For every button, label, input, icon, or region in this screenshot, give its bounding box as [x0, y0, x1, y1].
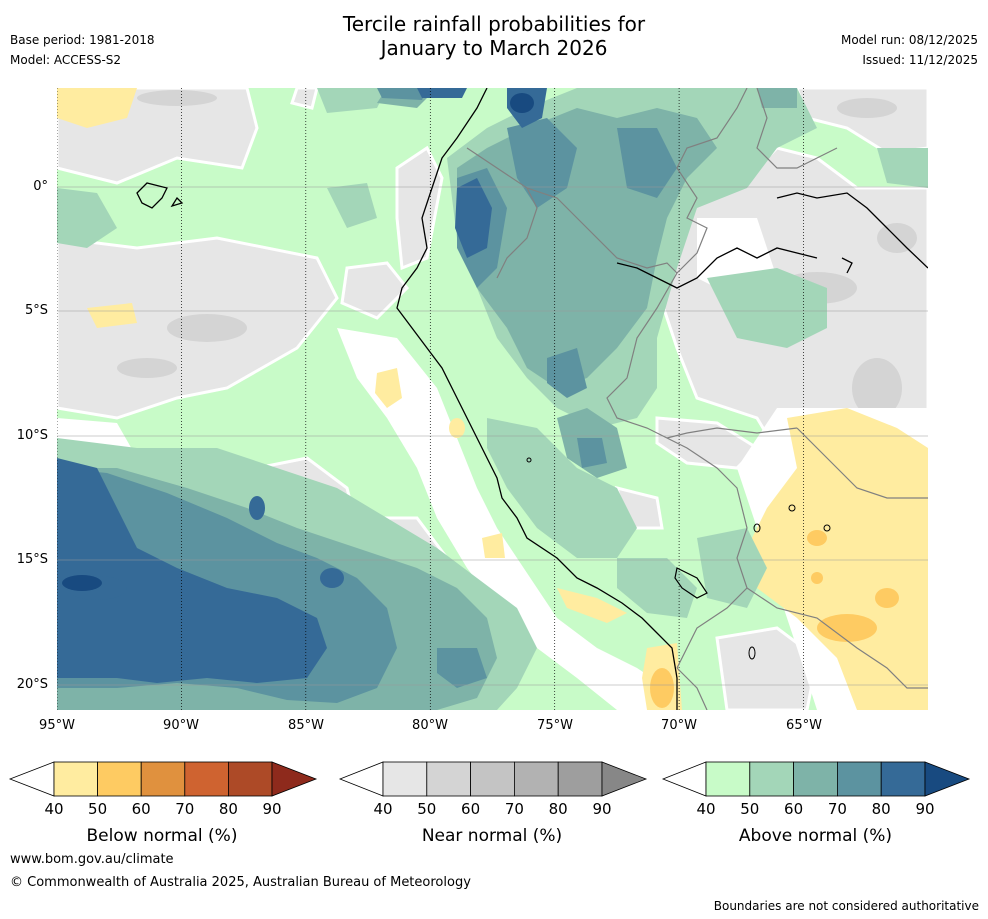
website-link[interactable]: www.bom.gov.au/climate	[10, 852, 174, 867]
below-normal-label: Below normal (%)	[86, 826, 238, 846]
colorbar-near	[338, 761, 648, 797]
above-normal-regions	[57, 88, 928, 710]
near-swatch-3	[514, 761, 559, 797]
below-tick-80: 80	[218, 800, 238, 818]
near-tick-50: 50	[417, 800, 437, 818]
map-title: Tercile rainfall probabilities for Janua…	[0, 12, 988, 60]
near-tick-60: 60	[461, 800, 481, 818]
colorbar-above	[661, 761, 971, 797]
above-upper-extend	[924, 761, 971, 797]
above-normal-label: Above normal (%)	[738, 826, 893, 846]
near-tick-40: 40	[373, 800, 393, 818]
below-upper-extend	[271, 761, 318, 797]
below-tick-50: 50	[88, 800, 108, 818]
near-swatch-1	[426, 761, 471, 797]
above-tick-70: 70	[827, 800, 847, 818]
lat-label-10s: 10°S	[16, 428, 48, 443]
near-swatch-0	[382, 761, 428, 797]
near-swatch-4	[557, 761, 603, 797]
above-tick-40: 40	[696, 800, 716, 818]
above-tick-50: 50	[740, 800, 760, 818]
near-tick-90: 90	[592, 800, 612, 818]
latitude-gridlines	[57, 186, 928, 686]
title-line-2: January to March 2026	[380, 36, 608, 60]
below-normal-regions	[57, 88, 928, 710]
base-period: Base period: 1981-2018	[10, 33, 155, 47]
above-swatch-1	[749, 761, 794, 797]
lon-label-80w: 80°W	[412, 718, 448, 733]
below-tick-70: 70	[175, 800, 195, 818]
lon-label-90w: 90°W	[163, 718, 199, 733]
small-lakes	[526, 457, 831, 660]
meta-right: Model run: 08/12/2025 Issued: 11/12/2025	[841, 30, 978, 70]
above-swatch-4	[880, 761, 926, 797]
meta-left: Base period: 1981-2018 Model: ACCESS-S2	[10, 30, 155, 70]
above-tick-60: 60	[784, 800, 804, 818]
above-swatch-0	[705, 761, 751, 797]
below-swatch-2	[140, 761, 186, 797]
colorbars	[8, 761, 971, 797]
copyright: © Commonwealth of Australia 2025, Austra…	[10, 875, 471, 890]
below-tick-40: 40	[44, 800, 64, 818]
below-tick-90: 90	[262, 800, 282, 818]
above-swatch-3	[837, 761, 882, 797]
near-tick-80: 80	[548, 800, 568, 818]
lat-label-0: 0°	[33, 179, 48, 194]
model-name: Model: ACCESS-S2	[10, 53, 122, 67]
issued-date: Issued: 11/12/2025	[862, 53, 978, 67]
lon-label-95w: 95°W	[39, 718, 75, 733]
near-upper-extend	[601, 761, 648, 797]
probability-map	[57, 88, 928, 710]
lon-label-75w: 75°W	[537, 718, 573, 733]
disclaimer: Boundaries are not considered authoritat…	[713, 899, 979, 913]
model-run: Model run: 08/12/2025	[840, 33, 978, 47]
below-swatch-1	[97, 761, 142, 797]
above-swatch-2	[793, 761, 838, 797]
near-lower-extend	[338, 761, 384, 797]
lake-titicaca	[674, 567, 708, 599]
lon-label-85w: 85°W	[288, 718, 324, 733]
lon-label-65w: 65°W	[786, 718, 822, 733]
title-line-1: Tercile rainfall probabilities for	[342, 12, 646, 36]
near-normal-label: Near normal (%)	[421, 826, 563, 846]
above-tick-90: 90	[915, 800, 935, 818]
above-lower-extend	[661, 761, 707, 797]
coastline	[136, 88, 928, 710]
below-swatch-3	[184, 761, 229, 797]
below-lower-extend	[8, 761, 55, 797]
near-swatch-2	[470, 761, 515, 797]
colorbar-below	[8, 761, 318, 797]
lat-label-5s: 5°S	[24, 303, 48, 318]
lon-label-70w: 70°W	[661, 718, 697, 733]
above-tick-80: 80	[871, 800, 891, 818]
lat-label-15s: 15°S	[16, 552, 48, 567]
near-tick-70: 70	[504, 800, 524, 818]
country-borders	[466, 88, 928, 710]
below-swatch-4	[227, 761, 273, 797]
below-tick-60: 60	[131, 800, 151, 818]
lat-label-20s: 20°S	[16, 677, 48, 692]
below-swatch-0	[53, 761, 98, 797]
